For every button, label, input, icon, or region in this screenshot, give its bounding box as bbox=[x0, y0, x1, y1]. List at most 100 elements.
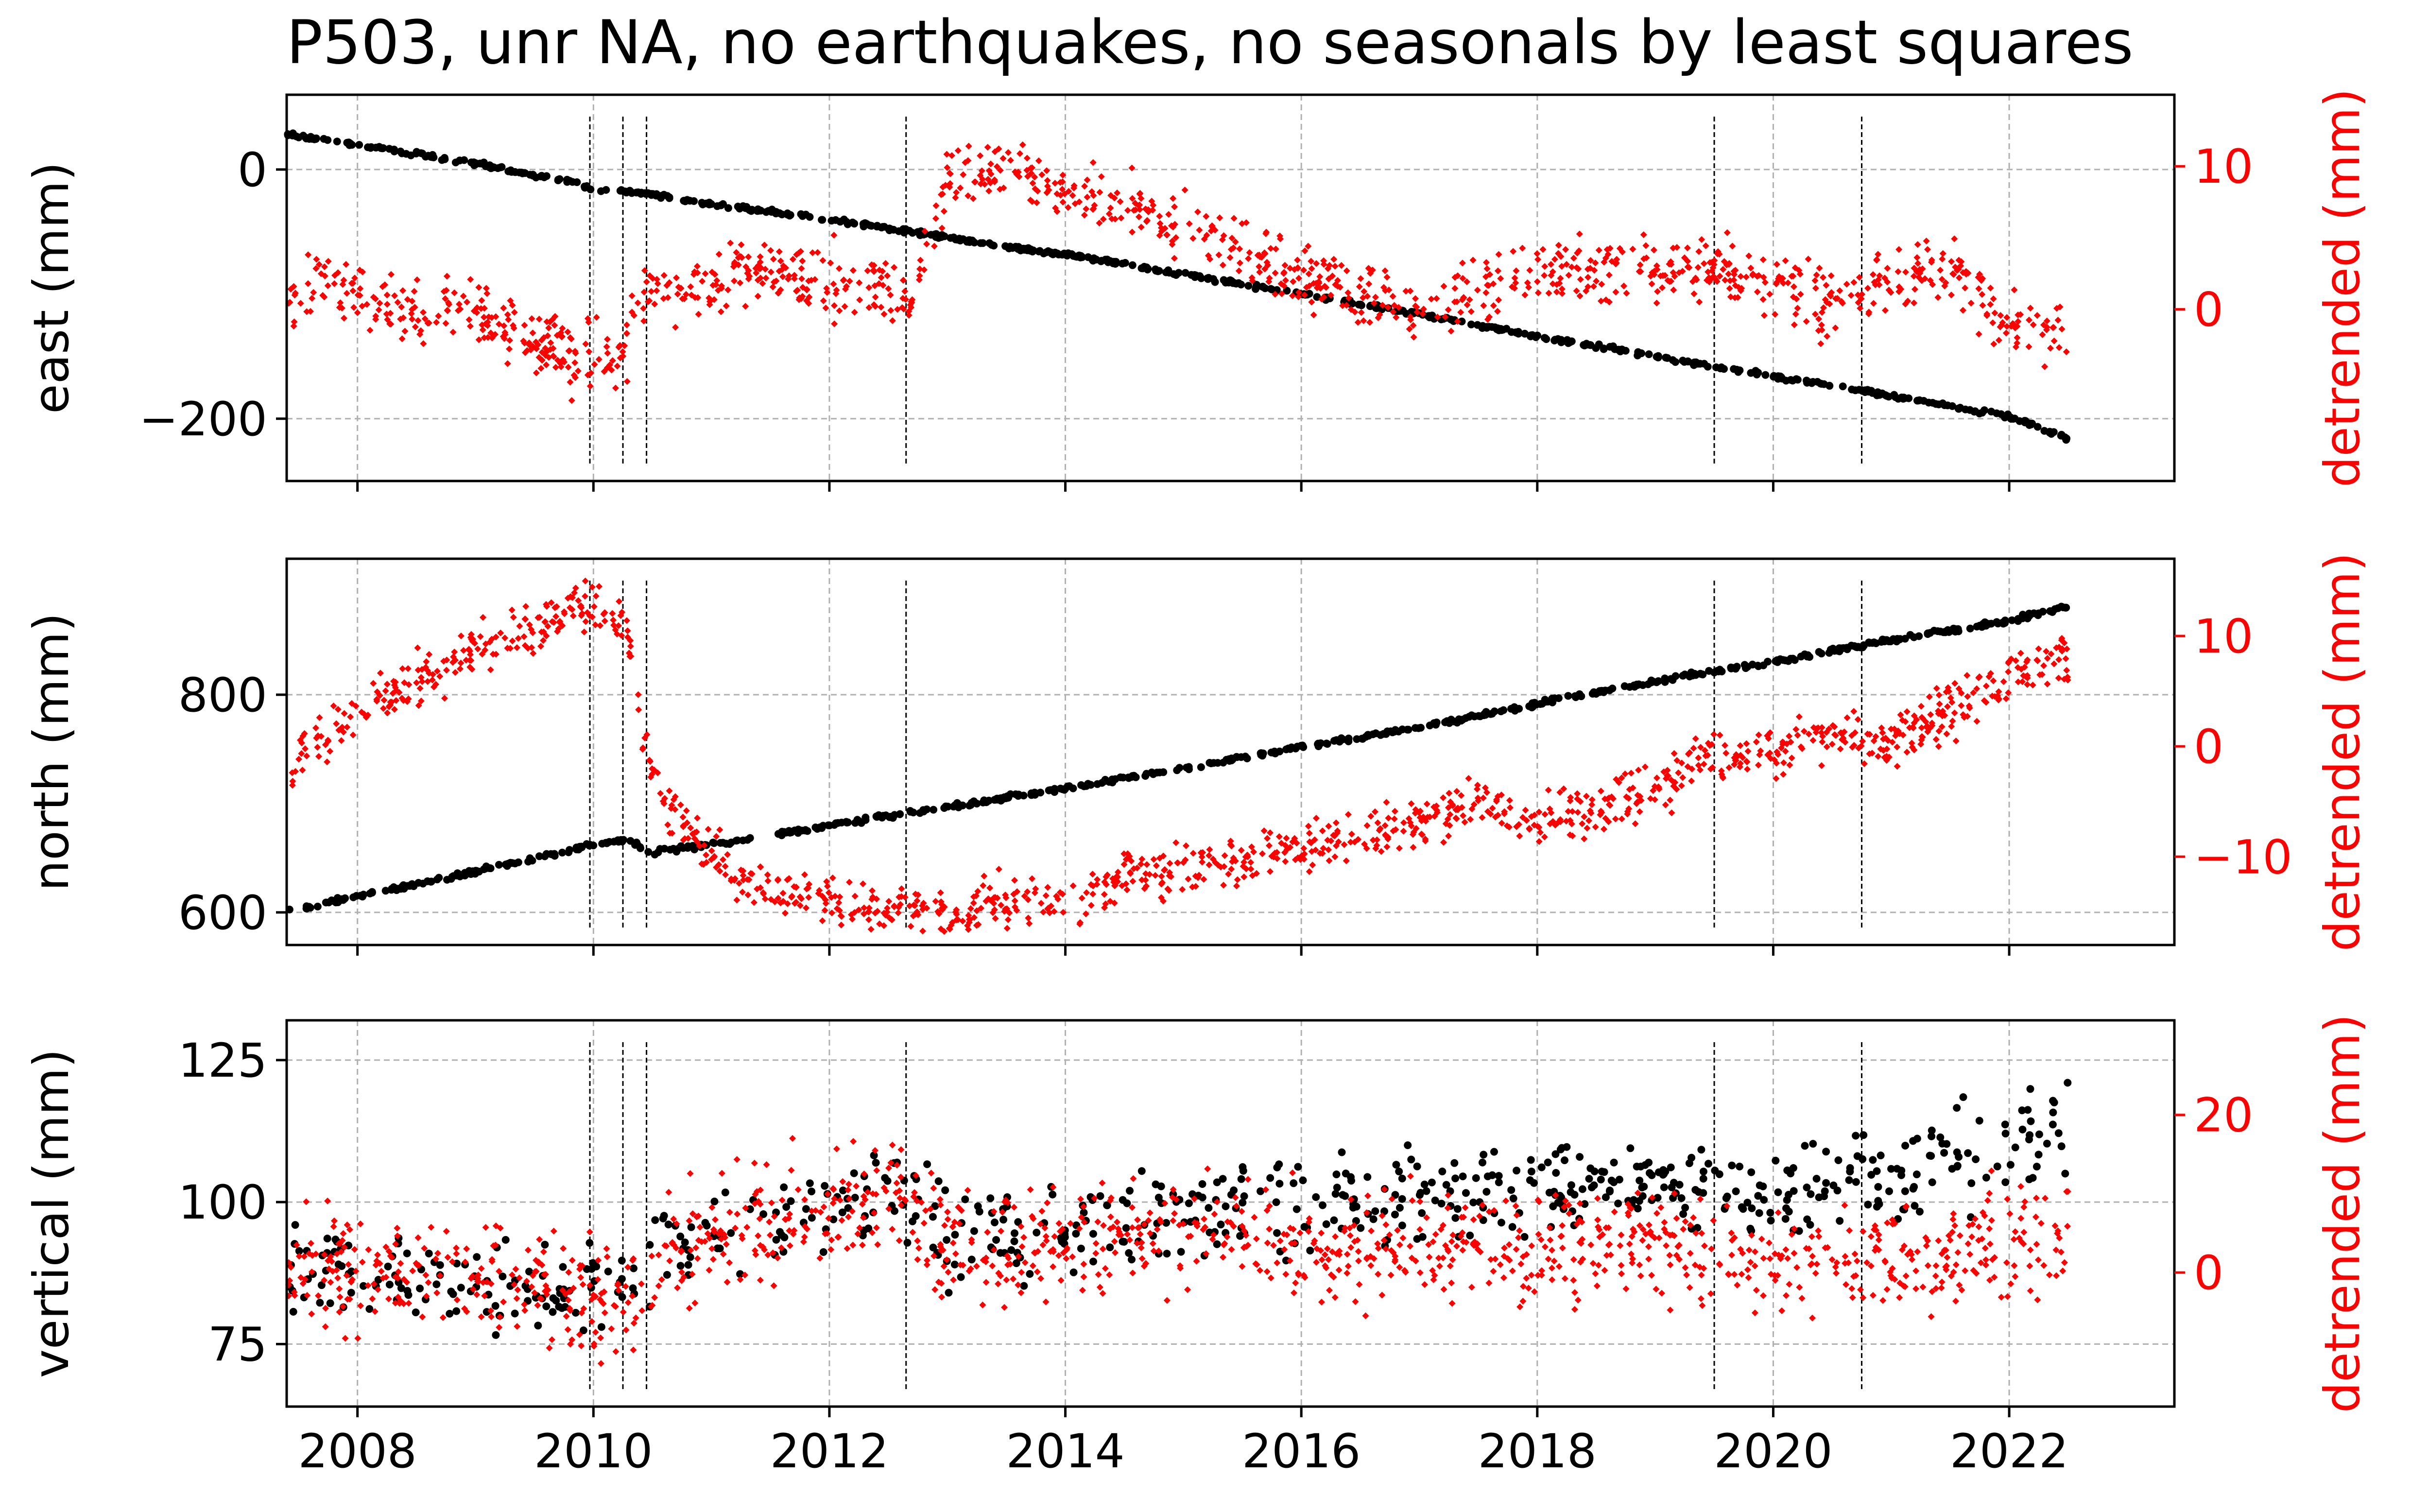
data-point bbox=[1826, 291, 1833, 298]
data-point bbox=[432, 1280, 441, 1289]
data-point bbox=[1337, 284, 1344, 291]
data-point bbox=[552, 1296, 560, 1305]
data-point bbox=[679, 813, 687, 821]
data-point bbox=[425, 1250, 433, 1257]
data-point bbox=[1670, 750, 1678, 757]
data-point bbox=[501, 1236, 510, 1244]
data-point bbox=[1410, 844, 1417, 851]
data-point bbox=[867, 926, 875, 933]
data-point bbox=[1640, 231, 1647, 239]
data-point bbox=[564, 328, 571, 336]
data-point bbox=[1576, 1153, 1584, 1161]
data-point bbox=[1857, 305, 1864, 312]
data-point bbox=[1982, 1173, 1990, 1182]
data-point bbox=[472, 159, 480, 167]
data-point bbox=[1697, 1146, 1705, 1154]
data-point bbox=[1257, 1187, 1265, 1195]
data-point bbox=[1685, 1159, 1693, 1168]
data-point bbox=[1650, 246, 1657, 254]
data-point bbox=[1770, 373, 1778, 381]
data-point bbox=[1323, 284, 1330, 291]
data-point bbox=[1836, 1217, 1844, 1225]
data-point bbox=[584, 315, 591, 322]
data-point bbox=[1485, 323, 1493, 331]
data-point bbox=[818, 216, 826, 224]
data-point bbox=[754, 292, 761, 300]
data-point bbox=[1707, 765, 1714, 773]
data-point bbox=[1797, 743, 1805, 751]
data-point bbox=[1653, 353, 1661, 361]
data-point bbox=[1690, 290, 1698, 297]
data-point bbox=[1870, 300, 1877, 307]
data-point bbox=[2040, 427, 2049, 435]
data-point bbox=[745, 267, 752, 274]
data-point bbox=[298, 739, 305, 747]
data-point bbox=[1568, 263, 1575, 271]
data-point bbox=[1684, 258, 1691, 265]
data-point bbox=[1519, 814, 1526, 821]
data-point bbox=[337, 299, 344, 307]
data-point bbox=[1558, 285, 1566, 292]
data-point bbox=[1812, 285, 1819, 292]
data-point bbox=[655, 1251, 662, 1258]
data-point bbox=[1659, 272, 1667, 279]
data-point bbox=[2055, 344, 2063, 351]
data-point bbox=[1690, 745, 1697, 752]
data-point bbox=[2030, 321, 2037, 328]
data-point bbox=[344, 723, 351, 731]
data-point bbox=[2034, 1151, 2043, 1159]
data-point bbox=[1215, 251, 1223, 258]
data-point bbox=[917, 257, 924, 264]
data-point bbox=[1850, 708, 1858, 715]
data-point bbox=[733, 896, 741, 904]
data-point bbox=[1745, 1246, 1753, 1254]
data-point bbox=[606, 361, 614, 368]
data-point bbox=[1760, 312, 1768, 319]
data-point bbox=[1584, 265, 1591, 273]
data-point bbox=[454, 307, 462, 314]
data-point bbox=[392, 684, 399, 691]
data-point bbox=[730, 277, 738, 285]
data-point bbox=[753, 269, 760, 276]
data-point bbox=[1526, 825, 1533, 833]
data-point bbox=[1859, 738, 1866, 745]
data-point bbox=[1239, 1167, 1247, 1175]
data-point bbox=[1938, 1278, 1946, 1286]
data-point bbox=[1743, 740, 1750, 747]
data-point bbox=[292, 132, 300, 140]
data-point bbox=[1327, 292, 1334, 299]
data-point bbox=[1264, 835, 1271, 842]
data-point bbox=[1825, 382, 1834, 390]
data-point bbox=[1545, 787, 1552, 794]
data-point bbox=[1773, 280, 1780, 288]
data-point bbox=[612, 384, 619, 392]
data-point bbox=[1879, 729, 1886, 737]
data-point bbox=[757, 884, 764, 891]
data-point bbox=[1627, 770, 1635, 777]
data-point bbox=[907, 301, 914, 309]
data-point bbox=[1934, 294, 1942, 301]
data-point bbox=[324, 282, 331, 289]
data-point bbox=[1181, 269, 1189, 277]
data-point bbox=[298, 750, 305, 757]
data-point bbox=[423, 658, 430, 665]
data-point bbox=[2043, 324, 2050, 331]
data-point bbox=[550, 345, 557, 352]
data-point bbox=[1928, 1126, 1936, 1134]
data-point bbox=[1513, 1246, 1520, 1253]
data-point bbox=[1082, 911, 1089, 918]
data-point bbox=[1935, 1237, 1942, 1244]
data-point bbox=[1260, 827, 1268, 835]
data-point bbox=[1809, 737, 1817, 744]
data-point bbox=[1281, 261, 1289, 269]
data-point bbox=[1165, 269, 1173, 277]
data-point bbox=[932, 897, 939, 905]
data-point bbox=[1163, 1250, 1171, 1258]
data-point bbox=[1951, 235, 1958, 242]
data-point bbox=[331, 272, 338, 279]
data-point bbox=[1710, 731, 1717, 738]
data-point bbox=[1378, 1291, 1386, 1299]
data-point bbox=[726, 1259, 733, 1266]
data-point bbox=[2059, 1267, 2067, 1274]
data-point bbox=[1696, 298, 1703, 306]
